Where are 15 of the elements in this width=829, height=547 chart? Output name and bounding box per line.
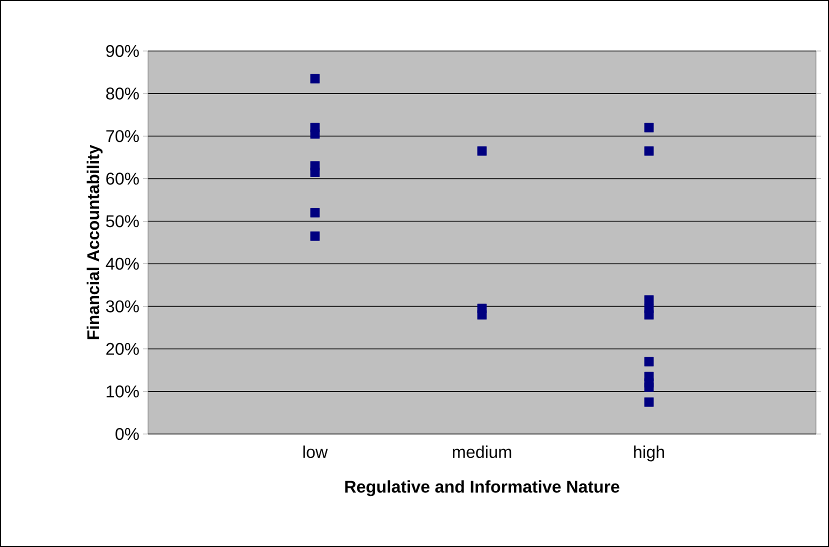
x-axis-title: Regulative and Informative Nature	[345, 480, 620, 496]
y-tick-label: 0%	[116, 428, 139, 440]
y-tick-label: 90%	[106, 44, 139, 58]
y-tick-label: 10%	[106, 385, 139, 398]
y-tick-label: 30%	[106, 300, 139, 312]
y-tick-label: 50%	[106, 215, 139, 228]
y-tick-label: 60%	[106, 172, 139, 185]
y-tick-label: 70%	[106, 130, 139, 142]
x-tick-label: medium	[452, 446, 512, 458]
x-tick-label: high	[634, 446, 664, 462]
y-tick-label: 20%	[106, 342, 139, 355]
y-axis-title: Financial Accountability	[86, 144, 103, 340]
y-tick-label: 40%	[106, 258, 139, 270]
x-tick-label: low	[303, 446, 328, 458]
y-tick-label: 80%	[106, 88, 139, 100]
